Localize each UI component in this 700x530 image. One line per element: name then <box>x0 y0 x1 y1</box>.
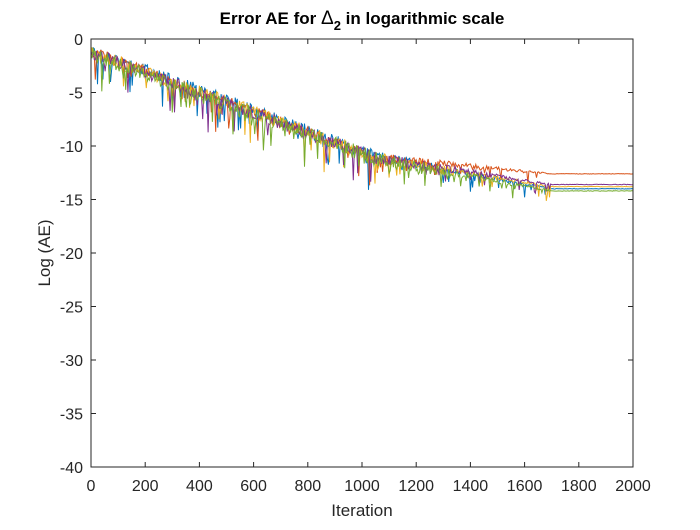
tick-layer: 0 200 400 600 800 1000 1200 1400 1600 1800 2000 0 -5… <box>60 32 651 495</box>
x-tick-label: 1800 <box>561 478 597 495</box>
x-tick-label: 1400 <box>453 478 489 495</box>
y-tick-label: -40 <box>60 460 83 477</box>
y-tick-label: -15 <box>60 193 83 210</box>
y-tick-label: -10 <box>60 139 83 156</box>
y-tick-label: 0 <box>74 32 83 49</box>
y-tick-label: -20 <box>60 246 83 263</box>
y-tick-label: -5 <box>69 86 83 103</box>
y-tick-label: -35 <box>60 407 83 424</box>
x-tick-label: 1200 <box>398 478 434 495</box>
x-tick-label: 600 <box>240 478 267 495</box>
x-tick-label: 1000 <box>344 478 380 495</box>
y-axis-label: Log (AE) <box>35 219 54 286</box>
x-tick-label: 800 <box>294 478 321 495</box>
x-axis-label: Iteration <box>331 501 392 520</box>
x-tick-label: 1600 <box>507 478 543 495</box>
x-tick-label: 0 <box>87 478 96 495</box>
series-layer <box>90 46 634 201</box>
y-tick-label: -30 <box>60 353 83 370</box>
plot-area <box>91 39 633 467</box>
x-tick-label: 400 <box>186 478 213 495</box>
x-tick-label: 2000 <box>615 478 651 495</box>
y-tick-label: -25 <box>60 300 83 317</box>
series-line-5 <box>90 48 634 199</box>
x-tick-label: 200 <box>132 478 159 495</box>
chart-title: Error AE for Δ2 in logarithmic scale <box>220 8 505 33</box>
